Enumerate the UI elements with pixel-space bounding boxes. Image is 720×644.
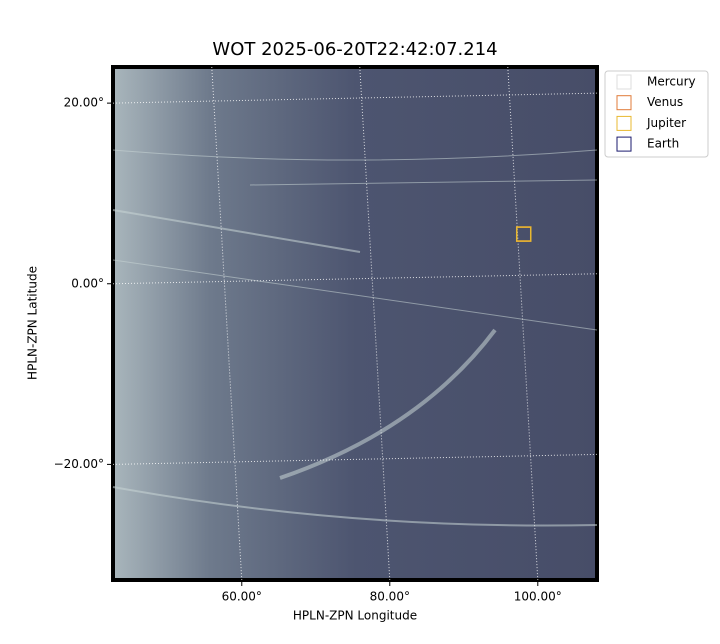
legend-swatch — [616, 95, 632, 111]
image-streaks — [112, 149, 598, 527]
y-axis-label: HPLN-ZPN Latitude — [26, 266, 40, 380]
y-tick-label: 0.00° — [71, 276, 104, 290]
legend-label: Earth — [647, 137, 679, 151]
x-axis-label: HPLN-ZPN Longitude — [293, 609, 417, 623]
y-tick-label: 20.00° — [64, 96, 104, 110]
x-tick-label: 100.00° — [514, 590, 562, 604]
x-tick-label: 60.00° — [222, 590, 262, 604]
legend-swatch — [616, 74, 632, 90]
legend-swatch — [616, 115, 632, 131]
y-tick-label: −20.00° — [54, 457, 104, 471]
x-tick-label: 80.00° — [370, 590, 410, 604]
legend-label: Mercury — [647, 75, 696, 89]
legend — [604, 70, 709, 158]
legend-label: Jupiter — [646, 116, 686, 130]
legend-swatch — [616, 136, 632, 152]
sky-image — [111, 65, 599, 582]
chart-title: WOT 2025-06-20T22:42:07.214 — [212, 39, 497, 60]
planet-marker — [515, 226, 532, 242]
legend-label: Venus — [647, 95, 683, 109]
